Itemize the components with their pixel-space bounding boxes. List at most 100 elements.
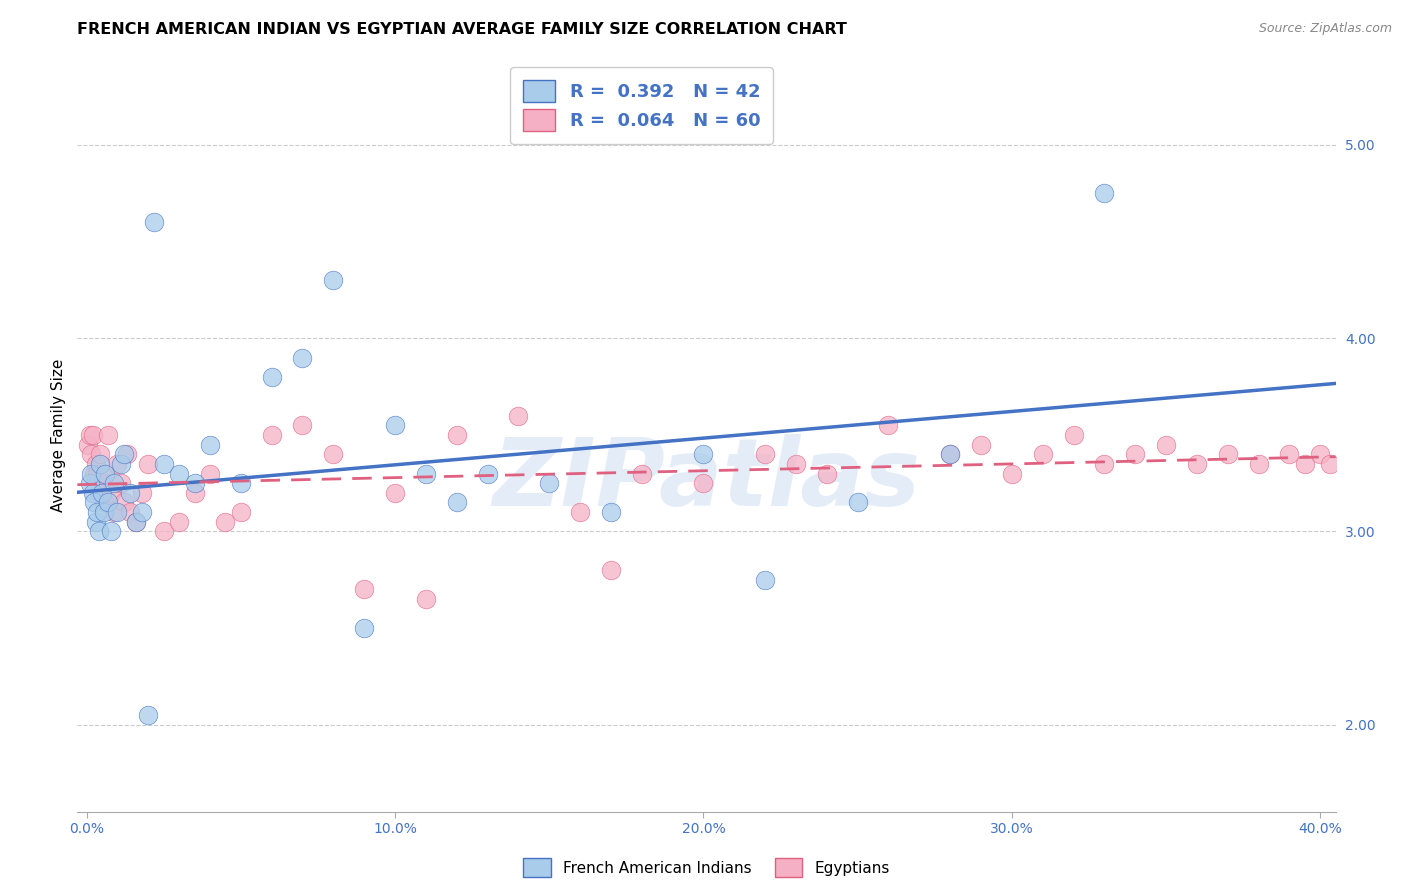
Point <box>91 476 114 491</box>
Point <box>80 447 103 461</box>
Point <box>131 505 153 519</box>
Point <box>103 505 125 519</box>
Point <box>1032 447 1054 461</box>
Point <box>89 457 111 471</box>
Point <box>94 467 117 481</box>
Point <box>692 476 714 491</box>
Point <box>89 447 111 461</box>
Point <box>167 467 190 481</box>
Point <box>77 437 100 451</box>
Point <box>83 495 105 509</box>
Point <box>84 515 107 529</box>
Point <box>125 515 148 529</box>
Point <box>87 485 110 500</box>
Point <box>125 515 148 529</box>
Point <box>97 495 120 509</box>
Point <box>152 524 174 539</box>
Point <box>446 495 468 509</box>
Point <box>115 447 138 461</box>
Point <box>167 515 190 529</box>
Point <box>152 457 174 471</box>
Point <box>630 467 652 481</box>
Point <box>79 476 101 491</box>
Point <box>97 428 120 442</box>
Point <box>1092 457 1115 471</box>
Text: Source: ZipAtlas.com: Source: ZipAtlas.com <box>1258 22 1392 36</box>
Point <box>118 505 141 519</box>
Point <box>93 495 115 509</box>
Point <box>415 592 437 607</box>
Point <box>446 428 468 442</box>
Point <box>91 485 114 500</box>
Point <box>229 476 252 491</box>
Point <box>112 495 135 509</box>
Point <box>100 485 122 500</box>
Point <box>1247 457 1270 471</box>
Point <box>1294 457 1316 471</box>
Point <box>260 428 283 442</box>
Point <box>599 563 621 577</box>
Point <box>1278 447 1301 461</box>
Point <box>1001 467 1024 481</box>
Point <box>970 437 993 451</box>
Point <box>569 505 592 519</box>
Point <box>260 370 283 384</box>
Point <box>82 428 104 442</box>
Point <box>79 428 101 442</box>
Point <box>214 515 236 529</box>
Legend: French American Indians, Egyptians: French American Indians, Egyptians <box>517 853 896 883</box>
Point <box>198 437 221 451</box>
Point <box>692 447 714 461</box>
Point <box>1185 457 1208 471</box>
Point <box>353 582 375 597</box>
Point <box>94 467 117 481</box>
Point <box>87 524 110 539</box>
Point <box>183 485 205 500</box>
Point <box>754 447 776 461</box>
Point <box>110 476 132 491</box>
Point <box>1216 447 1239 461</box>
Point <box>508 409 530 423</box>
Point <box>183 476 205 491</box>
Point <box>107 457 129 471</box>
Point <box>877 418 900 433</box>
Point <box>1092 186 1115 201</box>
Point <box>1309 447 1331 461</box>
Point <box>198 467 221 481</box>
Point <box>322 273 344 287</box>
Point <box>291 351 314 365</box>
Point <box>100 524 122 539</box>
Point <box>107 505 129 519</box>
Point <box>136 708 159 723</box>
Text: ZIPatlas: ZIPatlas <box>492 434 921 526</box>
Point <box>86 467 108 481</box>
Point <box>93 505 115 519</box>
Point <box>112 447 135 461</box>
Point <box>815 467 838 481</box>
Point <box>82 485 104 500</box>
Point <box>538 476 561 491</box>
Point <box>110 457 132 471</box>
Point <box>754 573 776 587</box>
Point <box>136 457 159 471</box>
Point <box>1319 457 1341 471</box>
Text: FRENCH AMERICAN INDIAN VS EGYPTIAN AVERAGE FAMILY SIZE CORRELATION CHART: FRENCH AMERICAN INDIAN VS EGYPTIAN AVERA… <box>77 22 848 37</box>
Point <box>118 485 141 500</box>
Point <box>477 467 499 481</box>
Point <box>599 505 621 519</box>
Point <box>846 495 869 509</box>
Point <box>939 447 962 461</box>
Point <box>785 457 807 471</box>
Point <box>322 447 344 461</box>
Y-axis label: Average Family Size: Average Family Size <box>51 359 66 511</box>
Point <box>384 418 406 433</box>
Point <box>80 467 103 481</box>
Point <box>229 505 252 519</box>
Point <box>1063 428 1085 442</box>
Point <box>291 418 314 433</box>
Point <box>83 467 105 481</box>
Point <box>143 215 166 229</box>
Point <box>939 447 962 461</box>
Point <box>103 476 125 491</box>
Point <box>84 457 107 471</box>
